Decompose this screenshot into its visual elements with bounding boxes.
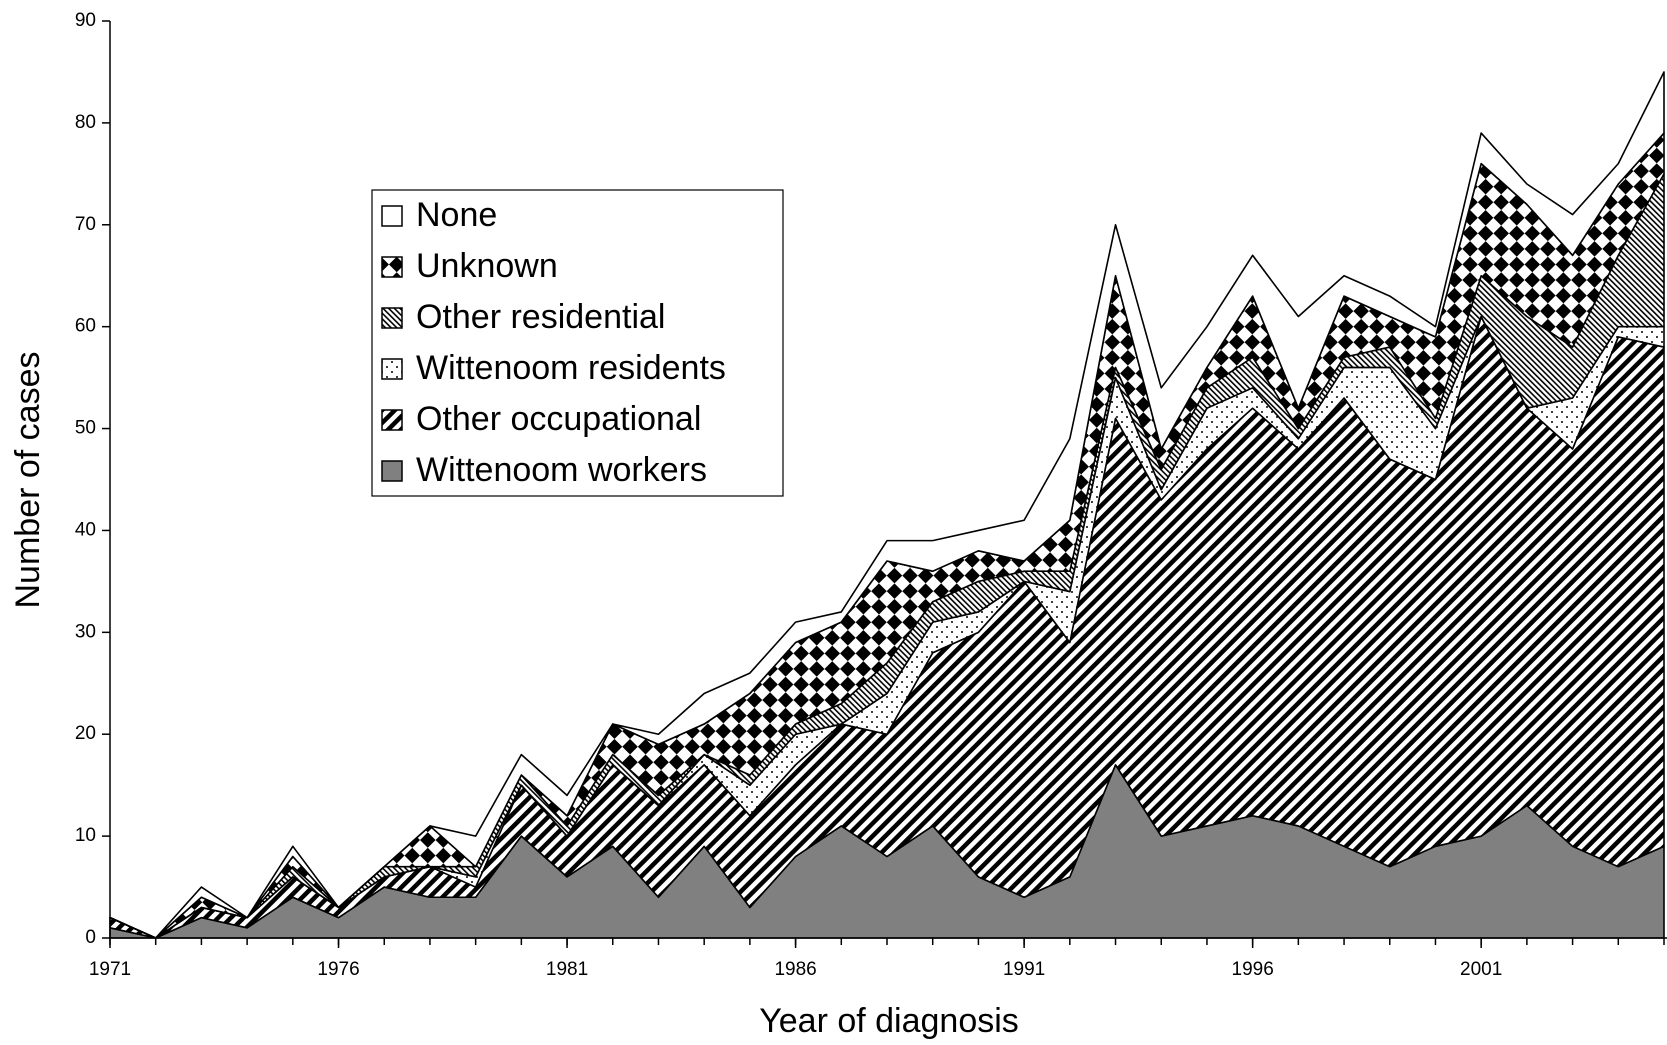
y-tick-label: 70: [75, 214, 96, 235]
y-tick-label: 80: [75, 112, 96, 133]
y-tick-label: 40: [75, 519, 96, 540]
y-tick-label: 60: [75, 316, 96, 337]
x-tick-label: 1976: [317, 959, 359, 980]
y-tick-label: 10: [75, 825, 96, 846]
x-tick-label: 1981: [546, 959, 588, 980]
legend-swatch: [381, 460, 403, 482]
legend-swatch: [381, 409, 403, 431]
y-tick-label: 50: [75, 418, 96, 439]
legend-swatch: [381, 205, 403, 227]
legend: None Unknown Other residential Wittenoom re…: [371, 189, 784, 497]
x-tick-label: 1996: [1232, 959, 1274, 980]
legend-swatch: [381, 307, 403, 329]
x-tick-label: 1971: [89, 959, 131, 980]
legend-box: [371, 189, 784, 497]
y-tick-label: 0: [85, 927, 96, 948]
legend-label: Other occupational: [416, 400, 701, 438]
legend-label: Other residential: [416, 298, 665, 336]
legend-label: Wittenoom residents: [416, 349, 726, 387]
y-tick-label: 30: [75, 621, 96, 642]
legend-label: Unknown: [416, 247, 558, 285]
y-axis-title: Number of cases: [9, 352, 47, 609]
area: [109, 71, 1665, 939]
x-tick-label: 1986: [774, 959, 816, 980]
x-tick-label: 2001: [1460, 959, 1502, 980]
x-tick-label: 1991: [1003, 959, 1045, 980]
legend-label: Wittenoom workers: [416, 451, 707, 489]
legend-swatch: [381, 358, 403, 380]
legend-label: None: [416, 196, 497, 234]
x-axis-title: Year of diagnosis: [759, 1002, 1019, 1040]
legend-swatch: [381, 256, 403, 278]
y-tick-label: 20: [75, 723, 96, 744]
y-tick-label: 90: [75, 10, 96, 31]
